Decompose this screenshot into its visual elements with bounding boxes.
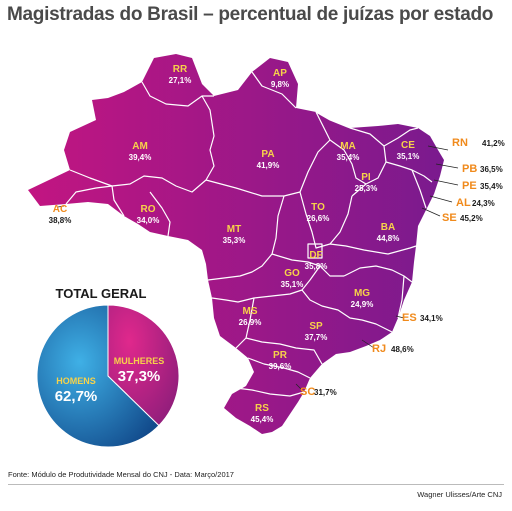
state-code-am: AM	[132, 141, 148, 152]
state-code-ba: BA	[381, 222, 395, 233]
pie-slice-mulheres	[107, 304, 180, 427]
state-value-am: 39,4%	[129, 153, 152, 162]
state-value-ce: 35,1%	[397, 152, 420, 161]
state-code-df: DF	[309, 250, 322, 261]
state-code-al: AL	[456, 197, 471, 209]
state-value-pe: 35,4%	[480, 182, 503, 191]
pie-title: TOTAL GERAL	[56, 286, 147, 301]
pie-slice-homens	[36, 304, 160, 448]
state-code-pi: PI	[361, 172, 371, 183]
state-code-ma: MA	[340, 141, 356, 152]
state-code-go: GO	[284, 268, 300, 279]
state-value-sp: 37,7%	[305, 333, 328, 342]
source-note: Fonte: Módulo de Produtividade Mensal do…	[8, 470, 234, 479]
state-value-al: 24,3%	[472, 199, 495, 208]
state-code-rs: RS	[255, 403, 269, 414]
state-value-ms: 26,9%	[239, 318, 262, 327]
state-code-pe: PE	[462, 180, 477, 192]
pie-chart: MULHERES 37,3% HOMENS 62,7%	[36, 304, 180, 448]
state-value-ac: 38,8%	[49, 216, 72, 225]
state-code-rj: RJ	[372, 343, 386, 355]
state-value-mt: 35,3%	[223, 236, 246, 245]
state-code-ro: RO	[141, 204, 156, 215]
state-value-rr: 27,1%	[169, 76, 192, 85]
state-code-rr: RR	[173, 64, 188, 75]
state-code-sc: SC	[300, 386, 315, 398]
state-value-ma: 35,4%	[337, 153, 360, 162]
state-value-sc: 31,7%	[314, 388, 337, 397]
state-code-pb: PB	[462, 163, 477, 175]
brazil-silhouette	[28, 54, 444, 434]
state-value-pi: 25,3%	[355, 184, 378, 193]
state-value-pa: 41,9%	[257, 161, 280, 170]
state-code-rn: RN	[452, 137, 468, 149]
state-code-ac: AC	[53, 204, 67, 215]
state-value-se: 45,2%	[460, 214, 483, 223]
page-title: Magistradas do Brasil – percentual de ju…	[7, 4, 494, 25]
state-code-mt: MT	[227, 224, 241, 235]
state-value-ap: 9,8%	[271, 80, 289, 89]
state-code-ap: AP	[273, 68, 287, 79]
state-code-es: ES	[402, 312, 417, 324]
state-value-rj: 48,6%	[391, 345, 414, 354]
state-code-sp: SP	[309, 321, 323, 332]
pie-label-homens: HOMENS	[56, 376, 96, 386]
state-value-ba: 44,8%	[377, 234, 400, 243]
pie-value-mulheres: 37,3%	[118, 368, 161, 385]
state-value-es: 34,1%	[420, 314, 443, 323]
leader-lines	[57, 145, 459, 391]
state-code-ms: MS	[243, 306, 258, 317]
state-value-pb: 36,5%	[480, 165, 503, 174]
pie-value-homens: 62,7%	[55, 388, 98, 405]
state-code-ce: CE	[401, 140, 415, 151]
state-code-se: SE	[442, 212, 457, 224]
state-value-go: 35,1%	[281, 280, 304, 289]
state-value-to: 26,6%	[307, 214, 330, 223]
state-value-mg: 24,9%	[351, 300, 374, 309]
state-code-pr: PR	[273, 350, 288, 361]
pie-label-mulheres: MULHERES	[114, 356, 165, 366]
state-value-df: 35,8%	[305, 262, 328, 271]
state-value-pr: 39,6%	[269, 362, 292, 371]
state-value-rn: 41,2%	[482, 139, 505, 148]
state-code-to: TO	[311, 202, 325, 213]
state-code-mg: MG	[354, 288, 370, 299]
state-code-pa: PA	[261, 149, 274, 160]
state-value-rs: 45,4%	[251, 415, 274, 424]
state-value-ro: 34,0%	[137, 216, 160, 225]
state-borders	[65, 71, 433, 397]
credit-note: Wagner Ulisses/Arte CNJ	[417, 490, 502, 499]
footer-divider	[8, 484, 504, 485]
